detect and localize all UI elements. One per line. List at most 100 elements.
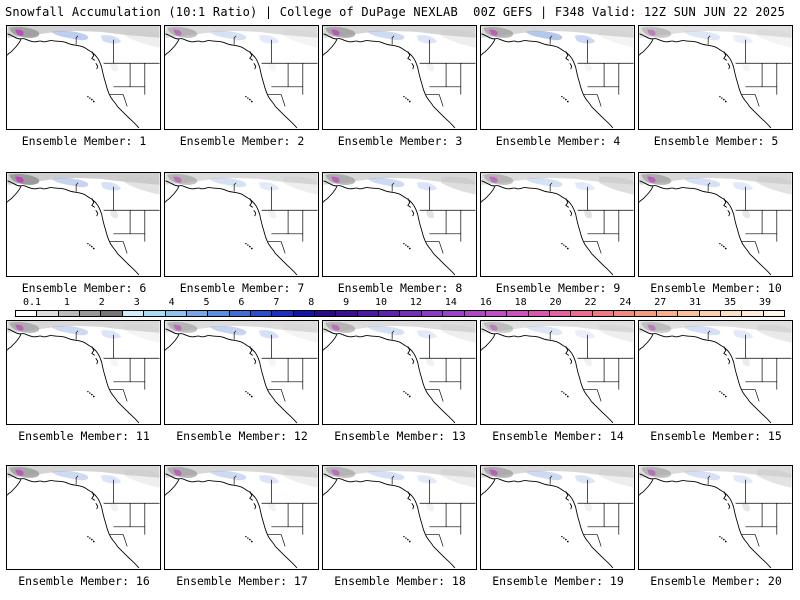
colorbar-swatch: [357, 311, 380, 316]
colorbar-tick-label: 14: [444, 297, 457, 308]
colorbar-swatch: [122, 311, 145, 316]
hawaii-islands: [87, 390, 95, 398]
colorbar-tick-label: 31: [689, 297, 702, 308]
colorbar-tick-label: 39: [758, 297, 772, 308]
ensemble-map-panel: [164, 465, 319, 570]
snow-cover-shading: [481, 173, 634, 219]
colorbar-tick-label: 7: [273, 297, 280, 308]
borders: [233, 330, 318, 402]
coastlines: [7, 473, 140, 569]
colorbar-swatch: [101, 311, 123, 316]
ensemble-map-panel: [322, 465, 477, 570]
colorbar-tick-label: 18: [514, 297, 527, 308]
borders: [75, 182, 160, 254]
colorbar-swatch: [635, 311, 657, 316]
snow-cover-shading: [323, 466, 476, 512]
colorbar-swatch: [678, 311, 700, 316]
hawaii-islands: [403, 535, 411, 543]
borders: [707, 182, 792, 254]
colorbar-tick-label: 35: [724, 297, 737, 308]
ensemble-map-panel: [638, 172, 793, 277]
north-pacific-basemap: [481, 26, 634, 129]
north-pacific-basemap: [481, 321, 634, 424]
borders: [391, 330, 476, 402]
coastlines: [639, 33, 772, 129]
colorbar-swatch: [742, 311, 764, 316]
coastlines: [323, 180, 456, 276]
colorbar-swatch: [315, 311, 337, 316]
hawaii-islands: [245, 95, 253, 103]
ensemble-map-panel: [322, 25, 477, 130]
coastlines: [639, 180, 772, 276]
colorbar-swatch: [144, 311, 166, 316]
borders: [707, 475, 792, 547]
ensemble-member-label: Ensemble Member: 16: [18, 574, 150, 588]
snow-cover-shading: [639, 466, 792, 512]
coastlines: [323, 328, 456, 424]
coastlines: [7, 180, 140, 276]
run-valid-time: 00Z GEFS | F348 Valid: 12Z SUN JUN 22 20…: [473, 5, 785, 19]
borders: [233, 475, 318, 547]
colorbar-swatch: [58, 311, 81, 316]
hawaii-islands: [87, 535, 95, 543]
north-pacific-basemap: [165, 321, 318, 424]
borders: [549, 182, 634, 254]
colorbar-tick-label: 27: [654, 297, 667, 308]
snow-cover-shading: [7, 173, 160, 219]
colorbar-tick-label: 10: [375, 297, 388, 308]
snow-cover-shading: [481, 321, 634, 367]
borders: [391, 475, 476, 547]
colorbar-tick-label: 0.1: [22, 297, 42, 308]
colorbar-swatch: [507, 311, 529, 316]
hawaii-islands: [561, 95, 569, 103]
ensemble-member-label: Ensemble Member: 15: [650, 429, 782, 443]
ensemble-map-panel: [480, 320, 635, 425]
ensemble-member-label: Ensemble Member: 18: [334, 574, 466, 588]
coastlines: [7, 33, 140, 129]
ensemble-member-label: Ensemble Member: 12: [176, 429, 308, 443]
coastlines: [481, 33, 614, 129]
hawaii-islands: [87, 95, 95, 103]
coastlines: [639, 473, 772, 569]
ensemble-member-label: Ensemble Member: 6: [21, 281, 147, 295]
hawaii-islands: [719, 535, 727, 543]
borders: [75, 330, 160, 402]
ensemble-member-label: Ensemble Member: 13: [334, 429, 466, 443]
colorbar-tick-label: 4: [168, 297, 175, 308]
snow-cover-shading: [7, 26, 160, 72]
ensemble-map-panel: [480, 25, 635, 130]
north-pacific-basemap: [639, 26, 792, 129]
colorbar-tick-label: 24: [619, 297, 632, 308]
snow-cover-shading: [7, 321, 160, 367]
colorbar-swatch: [336, 311, 358, 316]
ensemble-member-label: Ensemble Member: 9: [495, 281, 621, 295]
ensemble-member-label: Ensemble Member: 1: [21, 134, 147, 148]
north-pacific-basemap: [639, 321, 792, 424]
snow-cover-shading: [323, 26, 476, 72]
coastlines: [481, 328, 614, 424]
ensemble-map-panel: [322, 172, 477, 277]
north-pacific-basemap: [165, 26, 318, 129]
hawaii-islands: [719, 95, 727, 103]
colorbar-swatch: [464, 311, 486, 316]
hawaii-islands: [403, 390, 411, 398]
coastlines: [323, 33, 456, 129]
coastlines: [481, 473, 614, 569]
snow-cover-shading: [639, 26, 792, 72]
borders: [233, 182, 318, 254]
snow-cover-shading: [481, 466, 634, 512]
colorbar-swatch: [528, 311, 550, 316]
coastlines: [639, 328, 772, 424]
colorbar-tick-label: 12: [409, 297, 422, 308]
north-pacific-basemap: [165, 466, 318, 569]
ensemble-member-label: Ensemble Member: 4: [495, 134, 621, 148]
borders: [549, 35, 634, 107]
colorbar-swatch: [400, 311, 422, 316]
colorbar-swatch: [272, 311, 294, 316]
colorbar-tick-label: 22: [584, 297, 597, 308]
coastlines: [7, 328, 140, 424]
snow-cover-shading: [639, 173, 792, 219]
ensemble-map-panel: [6, 25, 161, 130]
colorbar-swatch: [656, 311, 679, 316]
colorbar-swatch: [443, 311, 465, 316]
